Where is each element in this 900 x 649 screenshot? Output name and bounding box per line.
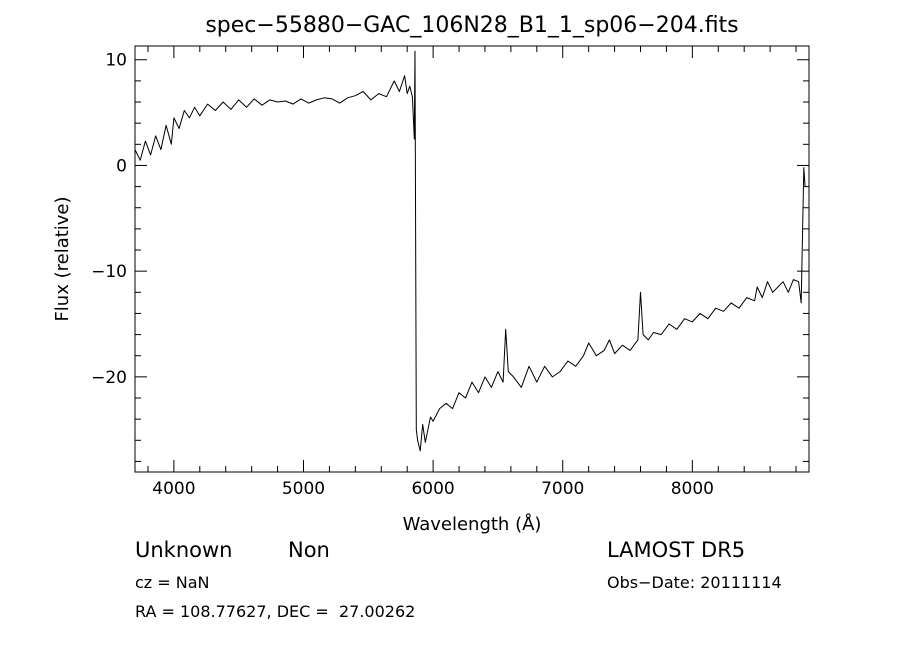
subclass-label: Non: [288, 538, 330, 562]
y-axis-label: Flux (relative): [52, 196, 73, 321]
ra-dec: RA = 108.77627, DEC = 27.00262: [135, 602, 416, 621]
plot-frame: [134, 45, 810, 473]
x-tick-label: 7000: [541, 479, 584, 499]
survey-label: LAMOST DR5: [607, 538, 746, 562]
y-tick-label: −10: [91, 262, 127, 282]
y-tick-label: −20: [91, 368, 127, 388]
spectrum-line: [134, 50, 806, 452]
obs-date: Obs−Date: 20111114: [607, 573, 782, 592]
chart-title: spec−55880−GAC_106N28_B1_1_sp06−204.fits: [205, 13, 738, 38]
y-tick-label: 10: [105, 51, 127, 71]
x-tick-label: 5000: [282, 479, 325, 499]
x-tick-label: 4000: [152, 479, 195, 499]
x-tick-label: 8000: [671, 479, 714, 499]
x-tick-label: 6000: [411, 479, 454, 499]
cz-value: cz = NaN: [135, 573, 210, 592]
class-label: Unknown: [135, 538, 233, 562]
series-layer: [134, 50, 806, 452]
y-tick-label: 0: [116, 156, 127, 176]
x-axis-ticks: 4000 5000 6000 7000 8000: [147, 46, 797, 499]
y-axis-ticks: 10 0 −10 −20: [91, 51, 809, 462]
x-axis-label: Wavelength (Å): [403, 513, 542, 535]
